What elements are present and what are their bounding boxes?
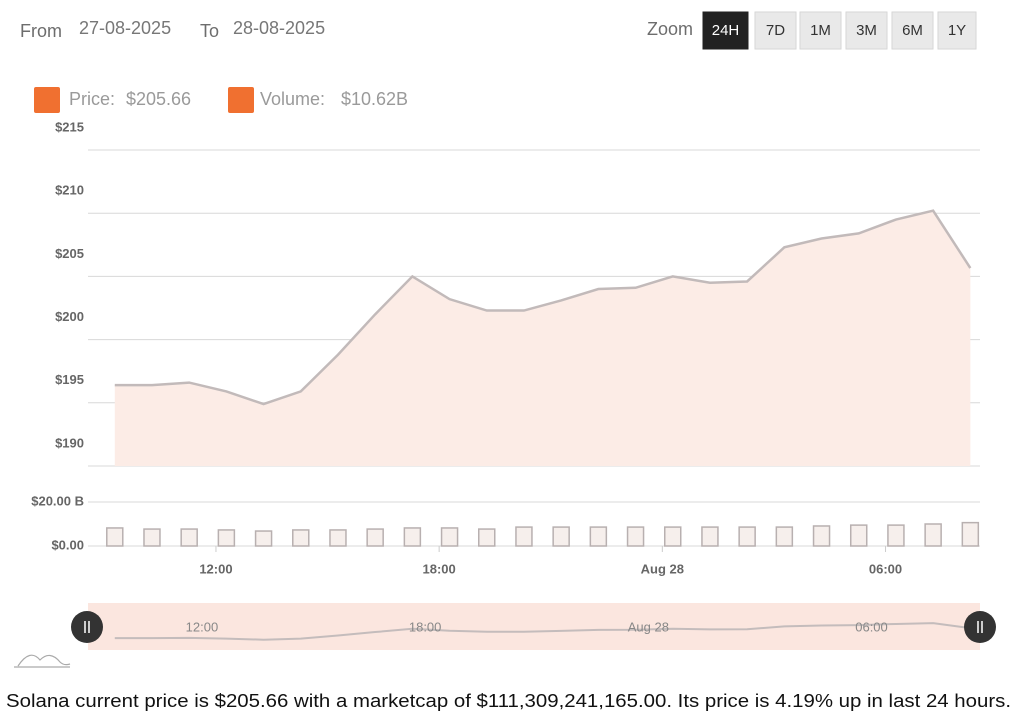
legend-value: $205.66: [126, 89, 191, 109]
volume-bar: [775, 526, 794, 547]
from-label: From: [20, 21, 62, 41]
y-tick-label: $205: [55, 246, 84, 261]
price-area: [114, 210, 971, 466]
zoom-button[interactable]: [891, 11, 934, 50]
x-tick-label: Aug 28: [641, 561, 684, 576]
y-tick-label: $215: [55, 119, 84, 134]
y-tick-label: $210: [55, 183, 84, 198]
navigator-tick-label: 18:00: [409, 619, 442, 634]
navigator-handle[interactable]: [964, 611, 996, 643]
legend-value: $10.62B: [341, 89, 408, 109]
volume-bar: [663, 526, 682, 547]
price-line: [114, 209, 972, 406]
from-date[interactable]: 27-08-2025: [79, 18, 171, 38]
y-tick-label: $20.00 B: [31, 493, 84, 508]
zoom-button-label: 1M: [810, 22, 831, 39]
legend-swatch: [228, 87, 254, 113]
navigator-handle[interactable]: [71, 611, 103, 643]
legend-swatch: [34, 87, 60, 113]
volume-bar: [924, 523, 942, 547]
x-tick-label: 12:00: [199, 561, 232, 576]
navigator-window[interactable]: [88, 603, 980, 650]
volume-bar: [106, 527, 124, 547]
zoom-button-label: 3M: [856, 22, 877, 39]
footer-text: Solana current price is $205.66 with a m…: [6, 691, 1011, 711]
x-tick-label: 18:00: [423, 561, 456, 576]
navigator-tick-label: Aug 28: [628, 619, 669, 634]
volume-bar: [254, 530, 273, 547]
legend-label: Volume:: [260, 89, 325, 109]
zoom-button[interactable]: [845, 11, 888, 50]
y-tick-label: $200: [55, 309, 84, 324]
navigator-handle-grip: [977, 621, 983, 633]
volume-bar: [515, 526, 533, 547]
volume-bar: [961, 521, 980, 547]
zoom-button[interactable]: [799, 11, 842, 50]
volume-bar: [217, 529, 236, 547]
navigator-icon: [14, 654, 71, 668]
volume-bar: [329, 529, 347, 547]
volume-bar: [440, 527, 459, 547]
volume-bar: [701, 526, 719, 547]
volume-bar: [552, 526, 570, 547]
volume-bar: [738, 526, 756, 547]
y-tick-label: $190: [55, 435, 84, 450]
zoom-button-label: 6M: [902, 22, 923, 39]
volume-bar: [180, 528, 198, 547]
zoom-button[interactable]: [702, 11, 749, 50]
zoom-button[interactable]: [754, 11, 797, 50]
volume-bar: [849, 524, 868, 547]
volume-bar: [812, 525, 831, 547]
volume-bar: [626, 526, 645, 547]
navigator-line: [114, 622, 971, 641]
volume-bar: [366, 528, 384, 547]
volume-bar: [292, 529, 310, 547]
zoom-button[interactable]: [937, 11, 977, 50]
to-label: To: [200, 21, 219, 41]
y-tick-label: $0.00: [51, 537, 84, 552]
x-tick-label: 06:00: [869, 561, 902, 576]
volume-bar: [143, 528, 161, 547]
y-tick-label: $195: [55, 372, 84, 387]
volume-bar: [403, 527, 422, 547]
zoom-button-label: 1Y: [948, 22, 966, 39]
zoom-button-label: 24H: [712, 22, 740, 39]
navigator-tick-label: 06:00: [855, 619, 888, 634]
volume-bar: [589, 526, 608, 547]
zoom-button-label: 7D: [766, 22, 785, 39]
volume-bar: [478, 528, 496, 547]
zoom-label: Zoom: [647, 19, 693, 39]
navigator-handle-grip: [84, 621, 90, 633]
legend-label: Price:: [69, 89, 115, 109]
to-date[interactable]: 28-08-2025: [233, 18, 325, 38]
volume-bar: [887, 524, 905, 547]
navigator-tick-label: 12:00: [186, 619, 219, 634]
